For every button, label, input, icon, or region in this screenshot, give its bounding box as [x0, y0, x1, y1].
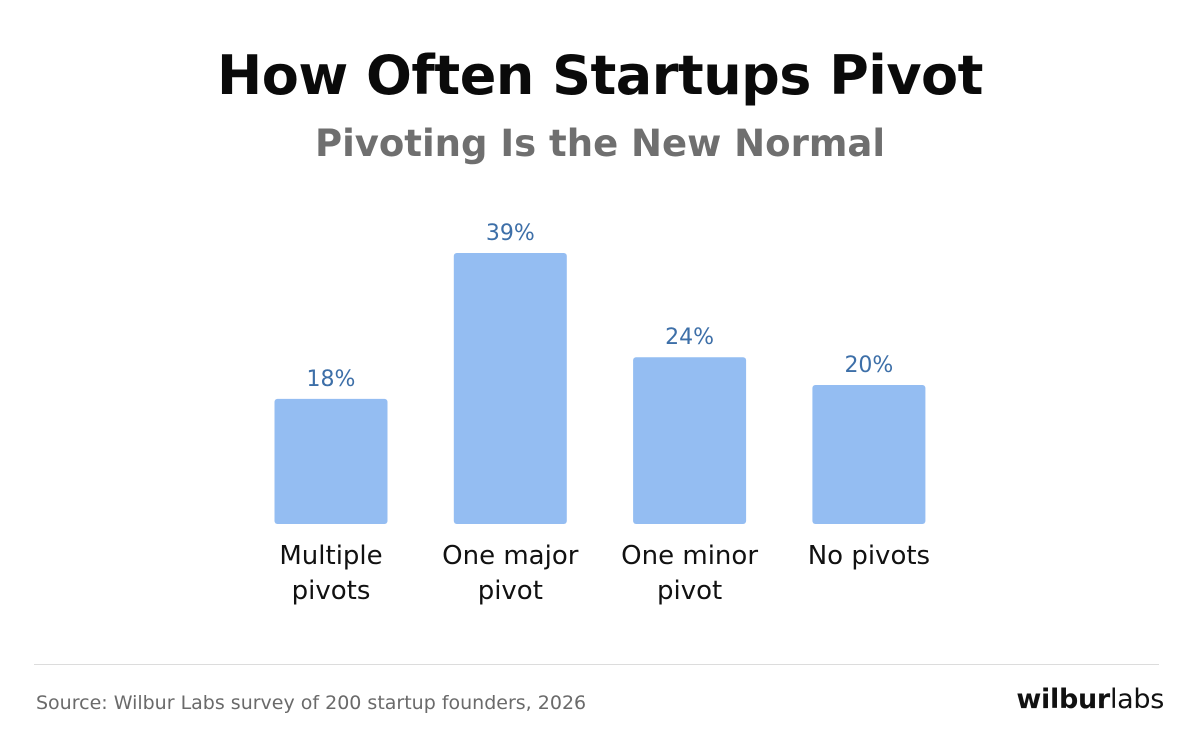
category-label-2-line-0: One minor [621, 541, 758, 571]
category-label-0-line-0: Multiple [279, 541, 382, 571]
bar-0 [274, 398, 388, 524]
category-label-3-line-0: No pivots [808, 541, 930, 571]
value-label-3: 20% [844, 353, 893, 378]
value-label-0: 18% [307, 367, 356, 392]
category-label-1-line-1: pivot [478, 576, 543, 606]
category-label-0-line-1: pivots [292, 576, 371, 606]
chart-subtitle: Pivoting Is the New Normal [314, 122, 886, 165]
chart-title: How Often Startups Pivot [217, 44, 983, 107]
brand-logo-light: labs [1109, 684, 1164, 715]
value-label-2: 24% [665, 325, 714, 350]
bar-3 [812, 385, 926, 524]
footer-divider [34, 664, 1159, 665]
brand-logo: wilburlabs [1016, 684, 1164, 715]
value-label-1: 39% [486, 221, 535, 246]
bar-1 [453, 253, 567, 524]
category-label-1-line-0: One major [442, 541, 579, 571]
bar-2 [633, 357, 747, 524]
category-label-2-line-1: pivot [657, 576, 722, 606]
brand-logo-bold: wilbur [1016, 684, 1110, 715]
source-note: Source: Wilbur Labs survey of 200 startu… [36, 692, 587, 714]
